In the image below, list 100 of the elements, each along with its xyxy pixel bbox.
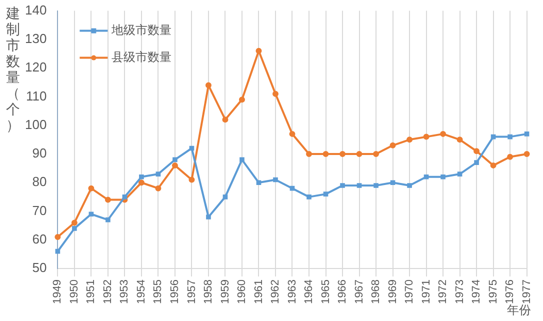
- point: [273, 177, 278, 182]
- y-tick-label: 50: [32, 260, 47, 276]
- y-tick-label: 110: [26, 88, 47, 104]
- point: [490, 134, 496, 140]
- point: [423, 134, 430, 140]
- x-tick-label: 1974: [470, 280, 483, 304]
- x-tick-label: 1963: [286, 280, 298, 304]
- x-tick-label: 1965: [320, 280, 332, 304]
- y-tick-label: 90: [32, 146, 47, 161]
- x-tick-label: 1949: [52, 280, 64, 304]
- point: [456, 136, 463, 143]
- point: [323, 192, 328, 196]
- point: [54, 234, 61, 240]
- y-axis-title: 建制市数量（个）: [5, 6, 21, 134]
- x-tick-label: 1962: [270, 280, 282, 304]
- x-tick-label: 1971: [420, 280, 432, 304]
- legend-label: 县级市数量: [112, 50, 172, 64]
- x-tick-label: 1972: [437, 280, 450, 304]
- y-tick-label: 80: [32, 174, 47, 190]
- x-tick-label: 1955: [152, 280, 164, 304]
- point: [122, 194, 128, 200]
- point: [172, 157, 178, 162]
- y-tick-label: 120: [24, 60, 47, 75]
- y-tick-label: 100: [24, 116, 47, 132]
- x-tick-label: 1960: [236, 280, 248, 304]
- point: [390, 180, 396, 186]
- x-tick-label: 1950: [68, 280, 80, 304]
- x-tick-label: 1959: [219, 280, 232, 304]
- point: [406, 136, 413, 143]
- point: [172, 162, 178, 168]
- point: [440, 174, 446, 180]
- x-tick-label: 1969: [386, 280, 399, 304]
- x-tick-label: 1966: [336, 280, 349, 304]
- point: [222, 194, 228, 200]
- y-tick-label: 60: [32, 231, 47, 246]
- point: [340, 183, 345, 188]
- point: [55, 248, 60, 254]
- point: [272, 90, 278, 97]
- point: [256, 180, 262, 186]
- x-tick-label: 1953: [118, 280, 131, 304]
- point: [206, 214, 211, 220]
- point: [474, 160, 479, 165]
- x-tick-label: 1973: [454, 280, 466, 304]
- point: [440, 130, 446, 137]
- point: [138, 180, 144, 186]
- point: [290, 186, 295, 191]
- x-tick-label: 1956: [169, 280, 181, 304]
- x-tick-label: 1954: [135, 280, 148, 304]
- point: [306, 150, 312, 157]
- point: [340, 150, 346, 157]
- x-tick-label: 1951: [85, 280, 98, 304]
- point: [72, 226, 77, 231]
- point: [289, 130, 296, 137]
- point: [188, 176, 195, 183]
- legend-label: 地级市数量: [110, 22, 172, 37]
- x-tick-label: 1952: [102, 280, 114, 304]
- x-tick-label: 1967: [353, 280, 366, 304]
- point: [88, 212, 94, 217]
- point: [88, 185, 94, 192]
- point: [205, 82, 212, 88]
- point: [524, 150, 530, 157]
- point: [424, 174, 429, 180]
- point: [306, 194, 312, 200]
- y-tick-label: 70: [32, 202, 47, 218]
- point: [156, 172, 161, 176]
- x-tick-label: 1968: [370, 280, 382, 304]
- y-tick-label: 140: [24, 2, 47, 18]
- point: [106, 217, 110, 222]
- point: [390, 142, 396, 148]
- point: [356, 183, 362, 188]
- point: [104, 196, 111, 203]
- x-tick-label: 1975: [487, 280, 500, 304]
- point: [356, 150, 362, 157]
- x-tick-label: 1957: [186, 280, 198, 304]
- x-tick-label: 1970: [404, 280, 416, 304]
- y-tick-label: 130: [24, 31, 47, 46]
- point: [240, 157, 244, 162]
- point: [155, 185, 162, 192]
- point: [222, 116, 228, 123]
- point: [71, 220, 78, 226]
- point: [508, 134, 512, 140]
- point: [256, 48, 262, 54]
- point: [139, 174, 144, 180]
- point: [189, 146, 194, 151]
- point: [490, 162, 496, 168]
- point: [507, 154, 514, 160]
- point: [457, 172, 462, 176]
- point: [373, 150, 380, 157]
- point: [407, 183, 412, 188]
- x-tick-label: 1976: [504, 280, 516, 304]
- point: [322, 150, 329, 157]
- point: [238, 96, 245, 103]
- x-axis-title: 年份: [507, 303, 531, 319]
- x-tick-label: 1958: [202, 280, 215, 304]
- x-tick-label: 1977: [520, 280, 533, 304]
- point: [474, 148, 480, 154]
- x-tick-label: 1964: [303, 280, 316, 304]
- point: [524, 132, 530, 136]
- x-tick-label: 1961: [252, 280, 265, 304]
- point: [374, 183, 378, 188]
